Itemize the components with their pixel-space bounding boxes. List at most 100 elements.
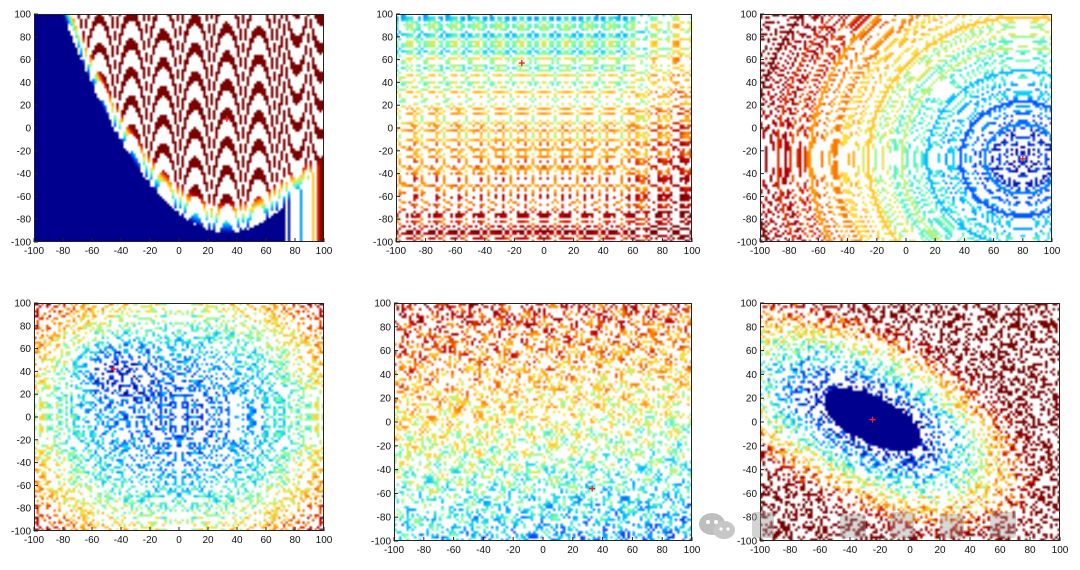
y-tick-label: -40: [743, 169, 758, 180]
contour-field: [34, 303, 324, 531]
x-tick-label: -20: [507, 246, 522, 257]
x-tick-label: 20: [567, 545, 579, 556]
contour-plot-3: -100 -80 -60 -40 -20 0 20 40 60 80 100 -100 -80 -60 -4…: [737, 10, 1061, 258]
plot-svg: -100 -80 -60 -40 -20 0 20 40 60 80 100 -100 -80 -60 -4…: [737, 299, 1069, 557]
x-tick-label: 0: [903, 246, 909, 257]
plot-svg: -100 -80 -60 -40 -20 0 20 40 60 80 100 -100 -80 -60 -4…: [11, 10, 333, 258]
y-tick-label: 40: [20, 367, 32, 378]
x-tick-label: 0: [176, 535, 182, 546]
x-tick-label: 20: [930, 246, 942, 257]
y-tick-label: -100: [737, 537, 757, 548]
x-tick-label: 80: [657, 545, 669, 556]
y-tick-label: 60: [20, 55, 32, 66]
y-tick-label: -60: [743, 489, 758, 500]
y-tick-label: 80: [746, 32, 758, 43]
x-tick-label: -100: [24, 535, 44, 546]
x-tick-label: -80: [783, 545, 798, 556]
contour-plot-5: -100 -80 -60 -40 -20 0 20 40 60 80 100 -100 -80 -60 -4…: [371, 299, 701, 557]
x-tick-label: -40: [476, 545, 491, 556]
x-tick-label: -40: [843, 545, 858, 556]
x-tick-label: 60: [260, 535, 272, 546]
plot-svg: -100 -80 -60 -40 -20 0 20 40 60 80 100 -100 -80 -60 -4…: [737, 10, 1061, 258]
x-tick-label: -100: [750, 246, 770, 257]
x-tick-label: 100: [684, 246, 701, 257]
y-tick-label: -40: [377, 465, 392, 476]
y-tick-label: 40: [746, 78, 758, 89]
contour-field: [760, 303, 1060, 541]
y-tick-label: 80: [746, 322, 758, 333]
y-tick-label: 40: [20, 78, 32, 89]
x-tick-label: 0: [541, 246, 547, 257]
x-tick-label: 80: [1024, 545, 1036, 556]
y-tick-label: 0: [751, 418, 757, 429]
y-tick-label: -100: [737, 238, 757, 249]
optimum-marker: [223, 115, 230, 122]
y-tick-label: 40: [746, 370, 758, 381]
contour-field: [760, 14, 1052, 242]
y-tick-label: 0: [751, 124, 757, 135]
y-tick-label: 0: [25, 413, 31, 424]
y-tick-label: 100: [740, 299, 757, 310]
y-tick-label: 80: [382, 32, 394, 43]
x-tick-label: -20: [143, 246, 158, 257]
contour-plot-6: -100 -80 -60 -40 -20 0 20 40 60 80 100 -100 -80 -60 -4…: [737, 299, 1069, 557]
y-tick-label: 20: [746, 101, 758, 112]
x-tick-label: -100: [24, 246, 44, 257]
x-tick-label: 40: [231, 246, 243, 257]
x-tick-label: -60: [85, 246, 100, 257]
x-tick-label: 80: [1017, 246, 1029, 257]
x-tick-label: 60: [627, 246, 639, 257]
y-tick-label: -60: [17, 481, 32, 492]
plot-svg: -100 -80 -60 -40 -20 0 20 40 60 80 100 -100 -80 -60 -4…: [371, 299, 701, 557]
x-tick-label: -60: [446, 545, 461, 556]
y-tick-label: 100: [14, 10, 31, 21]
y-tick-label: 20: [382, 101, 394, 112]
y-tick-label: -100: [373, 238, 393, 249]
y-tick-label: 100: [376, 10, 393, 21]
y-tick-label: -60: [379, 192, 394, 203]
y-tick-label: 60: [380, 346, 392, 357]
x-tick-label: -80: [418, 246, 433, 257]
optimum-marker: [518, 60, 525, 67]
y-tick-label: -100: [11, 527, 31, 538]
y-tick-label: 0: [25, 124, 31, 135]
y-tick-label: -60: [377, 489, 392, 500]
x-tick-label: -60: [85, 535, 100, 546]
x-tick-label: -80: [782, 246, 797, 257]
x-tick-label: 80: [289, 246, 301, 257]
y-tick-label: 40: [380, 370, 392, 381]
optimum-marker: [110, 366, 117, 373]
x-tick-label: 0: [540, 545, 546, 556]
y-tick-label: -80: [377, 513, 392, 524]
x-tick-label: 60: [260, 246, 272, 257]
y-tick-label: -80: [379, 215, 394, 226]
y-tick-label: 60: [746, 346, 758, 357]
y-tick-label: -80: [743, 215, 758, 226]
x-tick-label: -60: [448, 246, 463, 257]
y-tick-label: -20: [17, 435, 32, 446]
x-tick-label: 20: [934, 545, 946, 556]
x-tick-label: 0: [176, 246, 182, 257]
x-tick-label: 40: [964, 545, 976, 556]
x-tick-label: -40: [840, 246, 855, 257]
y-tick-label: -40: [17, 458, 32, 469]
x-tick-label: -20: [870, 246, 885, 257]
y-tick-label: 80: [380, 322, 392, 333]
y-tick-label: 60: [20, 344, 32, 355]
contour-field: [34, 14, 324, 242]
y-tick-label: -20: [743, 146, 758, 157]
x-tick-label: 40: [231, 535, 243, 546]
x-tick-label: 40: [959, 246, 971, 257]
y-tick-label: -60: [743, 192, 758, 203]
x-tick-label: -100: [386, 246, 406, 257]
x-tick-label: 40: [597, 545, 609, 556]
y-tick-label: 20: [20, 390, 32, 401]
y-tick-label: -20: [17, 146, 32, 157]
plot-svg: -100 -80 -60 -40 -20 0 20 40 60 80 100 -100 -80 -60 -4…: [373, 10, 701, 258]
x-tick-label: -20: [506, 545, 521, 556]
x-tick-label: 20: [202, 535, 214, 546]
contour-field: [394, 303, 692, 541]
contour-plot-1: -100 -80 -60 -40 -20 0 20 40 60 80 100 -100 -80 -60 -4…: [11, 10, 333, 258]
x-tick-label: -40: [114, 246, 129, 257]
x-tick-label: -60: [813, 545, 828, 556]
